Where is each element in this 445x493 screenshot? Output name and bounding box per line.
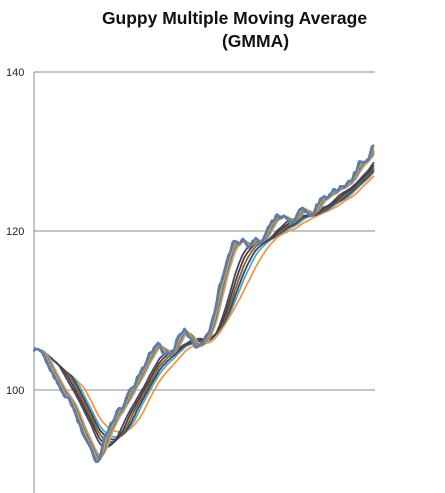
y-tick-label-100: 100 xyxy=(6,385,24,397)
y-tick-label-120: 120 xyxy=(6,226,24,238)
y-tick-label-140: 140 xyxy=(6,67,24,79)
ma-line-3 xyxy=(33,144,375,464)
ma-line-60 xyxy=(33,175,375,434)
y-tick-labels: 100 120 140 xyxy=(6,67,24,397)
chart-title-line-2: (GMMA) xyxy=(221,31,290,51)
chart-title-line-1: Guppy Multiple Moving Average xyxy=(101,8,368,28)
chart-title: Guppy Multiple Moving Average (GMMA) xyxy=(0,7,445,53)
series-lines xyxy=(33,144,375,464)
gridlines xyxy=(34,71,375,391)
